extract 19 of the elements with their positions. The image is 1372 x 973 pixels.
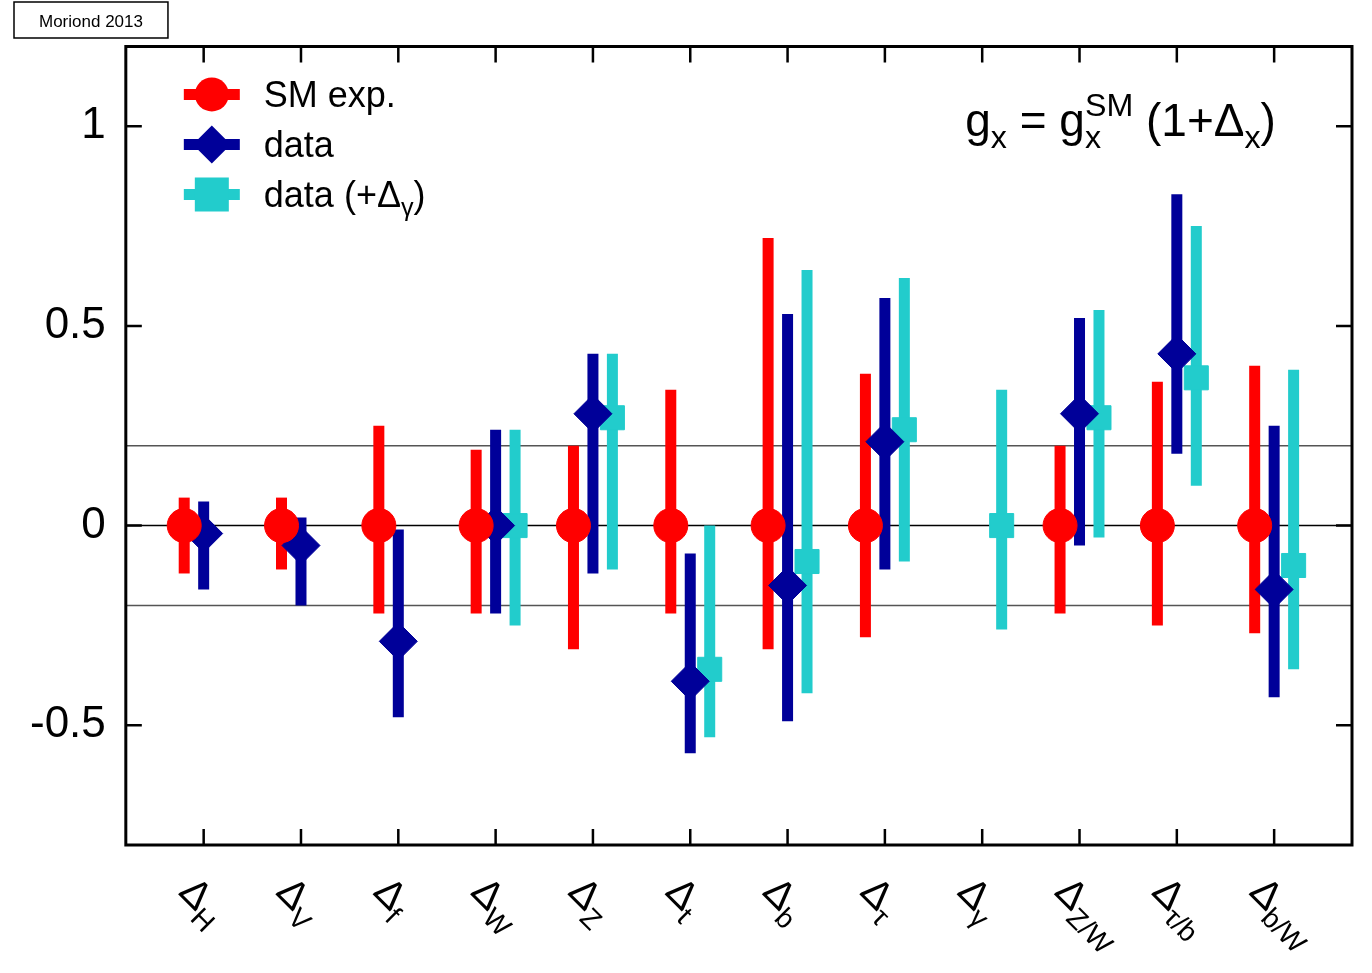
legend-label: SM exp. bbox=[263, 74, 396, 116]
x-tick-label: Δf bbox=[366, 868, 417, 930]
y-tick-label: 1 bbox=[81, 98, 106, 148]
x-tick-label: ΔV bbox=[268, 868, 319, 938]
y-tick-label: -0.5 bbox=[29, 697, 106, 747]
legend-label: data bbox=[263, 124, 335, 166]
x-tick-label: Δγ bbox=[950, 868, 1001, 934]
x-tick-label: Δb/W bbox=[1242, 868, 1313, 960]
x-tick-label: Δτ/b bbox=[1144, 868, 1205, 949]
x-tick-label: Δt bbox=[658, 868, 709, 930]
x-tick-label: Δτ bbox=[852, 868, 903, 932]
x-tick-label: Δb bbox=[755, 868, 806, 935]
x-tick-label: ΔW bbox=[463, 868, 518, 943]
x-tick-label: ΔH bbox=[171, 868, 222, 938]
y-tick-label: 0 bbox=[81, 497, 106, 547]
x-tick-label: ΔZ bbox=[560, 868, 611, 936]
y-tick-label: 0.5 bbox=[44, 298, 106, 348]
x-tick-label: ΔZ/W bbox=[1047, 868, 1120, 961]
text: Moriond 2013 bbox=[39, 12, 143, 31]
